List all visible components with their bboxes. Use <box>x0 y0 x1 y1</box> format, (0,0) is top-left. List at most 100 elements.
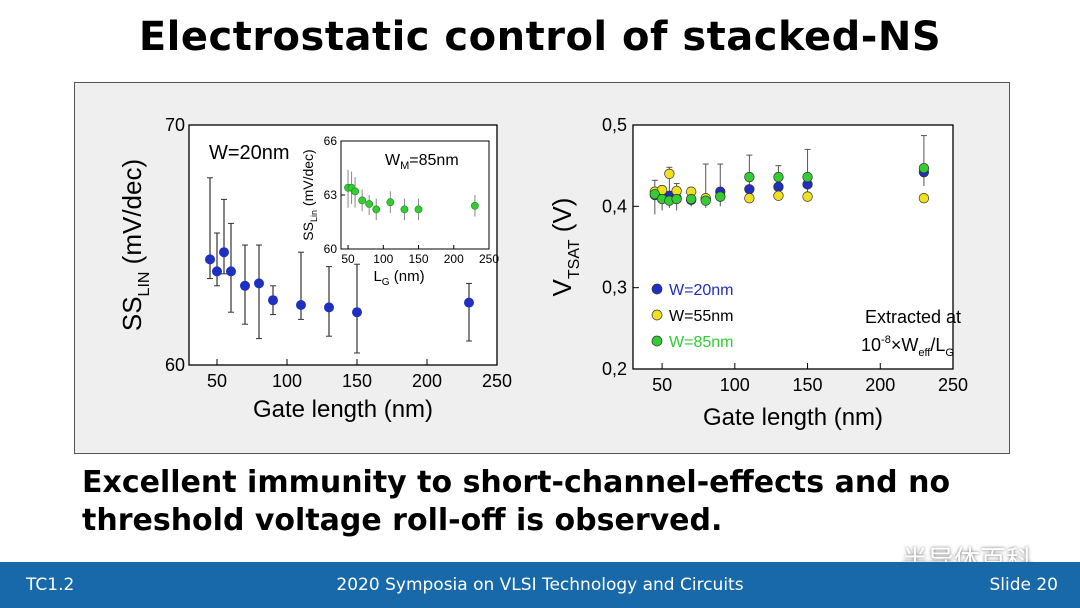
inset-point-marker <box>471 201 479 210</box>
vtsat-x-tick-label: 250 <box>938 375 968 395</box>
legend-label: W=55nm <box>669 308 733 325</box>
data-point <box>240 244 250 325</box>
inset-x-tick-label: 250 <box>479 252 499 266</box>
legend-marker <box>651 283 663 295</box>
data-point <box>352 263 362 354</box>
inset-data-point <box>358 189 367 212</box>
point-marker <box>352 307 362 318</box>
vtsat-x-tick-label: 150 <box>793 375 823 395</box>
x-tick-label: 250 <box>482 371 512 391</box>
legend-entry: W=20nm <box>651 282 733 299</box>
data-point <box>296 251 306 320</box>
point-marker <box>205 254 215 265</box>
y-tick-label: 70 <box>165 115 185 135</box>
vtsat-point-marker <box>802 191 813 202</box>
inset-point-marker <box>351 187 359 196</box>
point-marker <box>254 278 264 289</box>
legend-marker <box>651 309 663 321</box>
vtsat-y-tick-label: 0,5 <box>602 115 627 135</box>
data-point <box>324 266 334 337</box>
point-marker <box>240 280 250 291</box>
vtsat-point-marker <box>700 195 711 206</box>
chart-annotation: W=20nm <box>209 142 290 164</box>
data-point <box>254 244 264 340</box>
inset-x-tick-label: 50 <box>341 252 355 266</box>
vtsat-plot-area <box>632 124 954 370</box>
inset-y-tick-label: 60 <box>324 242 338 256</box>
vtsat-point-marker <box>773 181 784 192</box>
vtsat-point-marker <box>744 171 755 183</box>
data-point <box>226 222 236 313</box>
vtsat-x-tick-label: 200 <box>865 375 895 395</box>
vtsat-point-marker <box>918 162 930 174</box>
footer-bar: 2020 Symposia on VLSI Technology and Cir… <box>0 562 1080 608</box>
inset-x-tick-label: 200 <box>444 252 464 266</box>
inset-data-point <box>351 177 359 208</box>
footer-session: TC1.2 <box>26 575 75 595</box>
legend-entry: W=85nm <box>651 334 733 351</box>
inset-point-marker <box>372 205 381 214</box>
inset-data-point <box>414 198 423 221</box>
vtsat-point-marker <box>649 188 660 200</box>
inset-point-marker <box>386 198 395 207</box>
footer-conference: 2020 Symposia on VLSI Technology and Cir… <box>336 575 744 595</box>
vtsat-point-marker <box>773 190 784 201</box>
inset-data-point <box>471 195 479 217</box>
y-tick-label: 60 <box>165 355 185 375</box>
vtsat-y-axis-label: VTSAT (V) <box>547 198 583 297</box>
inset-data-point <box>365 195 374 215</box>
extraction-note-line-1: Extracted at <box>865 307 961 327</box>
vtsat-point-marker <box>802 171 813 183</box>
conclusion-line-2: threshold voltage roll-off is observed. <box>82 503 723 538</box>
inset-point-marker <box>414 205 423 214</box>
vtsat-point-marker <box>744 193 755 204</box>
data-point <box>268 285 278 316</box>
vtsat-x-tick-label: 100 <box>720 375 750 395</box>
vtsat-y-tick-label: 0,2 <box>602 359 627 379</box>
legend-label: W=20nm <box>669 282 733 299</box>
vtsat-point-marker <box>744 184 755 195</box>
inset-point-marker <box>358 196 367 205</box>
x-tick-label: 50 <box>207 371 227 391</box>
point-marker <box>268 295 278 306</box>
y-axis-label: SSLIN (mV/dec) <box>117 159 153 331</box>
data-point <box>205 177 215 280</box>
figure-panel: 50 100 150 200 250 60 70 Gate length (nm) SSLIN … <box>74 82 1010 454</box>
vtsat-y-tick-label: 0,4 <box>602 196 627 216</box>
x-tick-label: 100 <box>272 371 302 391</box>
inset-y-axis-label: SSLin (mV/dec) <box>300 149 319 240</box>
data-point <box>219 198 229 275</box>
x-tick-label: 150 <box>342 371 372 391</box>
conclusion-text: Excellent immunity to short-channel-effe… <box>82 464 1042 540</box>
inset-x-axis-label: LG (nm) <box>373 268 424 288</box>
vtsat-point-marker <box>671 193 682 205</box>
inset-y-tick-label: 66 <box>324 134 338 148</box>
x-axis-label: Gate length (nm) <box>253 396 433 423</box>
ss-lin-inset-chart: 50 100 150 200 250 60 63 66 LG (nm) SSLin (mV/dec… <box>300 134 499 288</box>
slide-title: Electrostatic control of stacked-NS <box>138 14 942 60</box>
point-marker <box>212 266 222 277</box>
vtsat-point-marker <box>715 191 726 202</box>
vtsat-y-tick-label: 0,3 <box>602 278 627 298</box>
conclusion-line-1: Excellent immunity to short-channel-effe… <box>82 465 951 500</box>
inset-data-point <box>386 191 395 213</box>
footer-slide-number: Slide 20 <box>989 575 1058 595</box>
x-tick-label: 200 <box>412 371 442 391</box>
inset-x-tick-label: 100 <box>373 252 393 266</box>
legend-label: W=85nm <box>669 334 733 351</box>
data-point <box>464 282 474 342</box>
inset-annotation: WM=85nm <box>385 152 459 172</box>
vtsat-series <box>649 162 930 206</box>
vtsat-point-marker <box>918 193 930 204</box>
figure-svg: 50 100 150 200 250 60 70 Gate length (nm) SSLIN … <box>117 115 968 431</box>
vtsat-chart: 50 100 150 200 250 0,2 0,3 0,4 0,5 Gate length (n… <box>547 115 968 431</box>
point-marker <box>219 247 229 258</box>
inset-point-marker <box>400 205 409 214</box>
vtsat-x-tick-label: 50 <box>652 375 672 395</box>
point-marker <box>464 297 474 308</box>
point-marker <box>226 266 236 277</box>
data-point <box>212 232 222 287</box>
inset-x-tick-label: 150 <box>409 252 429 266</box>
inset-y-tick-label: 63 <box>324 188 338 202</box>
vtsat-point-marker <box>773 171 784 183</box>
